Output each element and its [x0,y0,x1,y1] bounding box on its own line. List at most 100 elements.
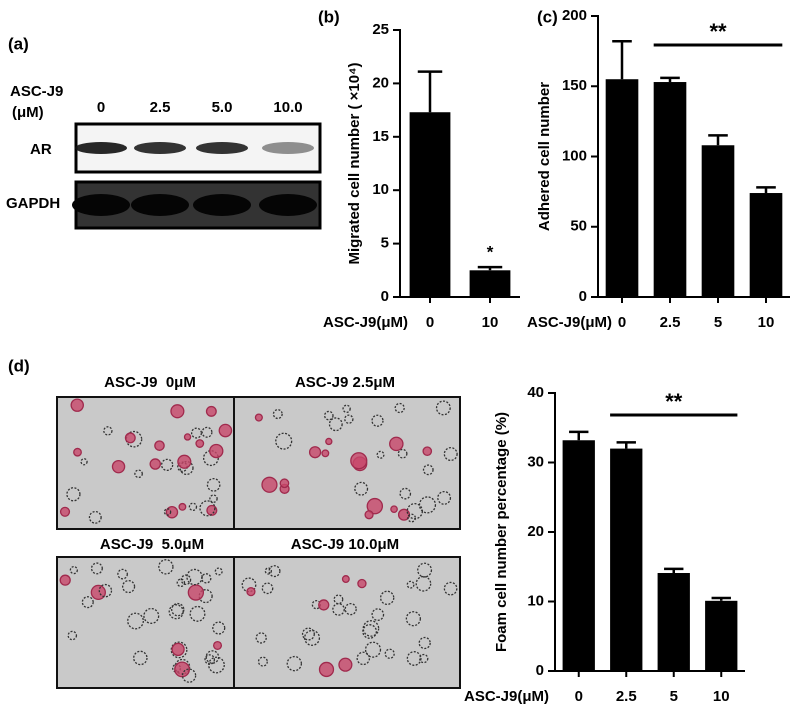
cell [435,400,451,416]
cell [286,655,303,672]
cell [422,446,433,457]
cell [357,578,367,589]
error-bar [711,596,731,601]
cell [364,510,374,520]
cell [88,510,102,524]
cell [202,450,219,467]
blot-dose-label: 0 [97,99,105,116]
significance: ** [665,389,683,414]
cell [254,413,263,422]
y-tick-label: 30 [527,453,544,470]
cell [371,608,385,621]
cell [206,477,221,492]
cell [344,602,357,616]
bar [409,112,451,298]
cell [80,458,88,466]
panel-label: (d) [8,356,30,375]
x-axis-label: ASC-J9(μM) [323,314,408,331]
cell [218,423,233,438]
x-tick-label: 10 [482,314,499,331]
cell [103,426,113,436]
cell [180,574,192,586]
cell [390,505,398,514]
x-tick-label: 0 [426,314,434,331]
gapdh-band [259,194,317,216]
chart-title: (c) [537,7,558,26]
blot-dose-label: 5.0 [212,99,233,116]
ar-band [75,142,127,154]
cell [127,612,144,630]
x-axis-label: ASC-J9(μM) [464,688,549,705]
y-tick-label: 0 [381,288,389,305]
cell [176,578,186,588]
x-tick-label: 10 [713,688,730,705]
cell [406,580,415,589]
bar [562,440,595,671]
y-tick-label: 40 [527,384,544,401]
cell [332,603,345,616]
bar [705,600,738,671]
cell [275,432,293,450]
cell [171,602,185,617]
cell [338,657,353,672]
blot-row-label: AR [30,141,52,158]
micrograph-label: ASC-J9 5.0μM [100,536,204,553]
cell [214,567,223,576]
cell [362,620,380,637]
cell [199,500,216,517]
cell [134,469,143,479]
x-tick-label: 2.5 [616,688,637,705]
micrographs [56,396,461,689]
cell [201,573,212,584]
cell [149,458,162,470]
cell [69,565,78,575]
bar [749,193,783,297]
y-tick-label: 200 [562,7,587,24]
cell [209,494,218,503]
cell [354,481,369,496]
y-tick-label: 25 [372,21,389,38]
error-bar [417,70,443,113]
western-blot [72,122,322,230]
cell [308,446,322,459]
bar [605,79,639,297]
y-tick-label: 150 [562,77,587,94]
cell [111,459,126,474]
micrograph-label: ASC-J9 10.0μM [291,536,399,553]
cell [333,594,344,605]
cell [124,432,136,444]
cell [341,575,350,584]
cell [366,497,384,515]
cell [389,436,404,452]
cell [188,502,198,512]
cell [261,476,278,493]
x-tick-label: 0 [575,688,583,705]
cell [125,430,143,448]
cell [422,464,434,476]
cell [399,487,412,500]
cell [264,567,272,575]
cell [143,607,160,624]
cell [437,490,452,505]
cell [405,611,421,627]
error-bar [569,430,589,441]
error-bar [708,134,728,146]
x-tick-label: 5 [670,688,678,705]
blot-dose-label: 10.0 [273,99,302,116]
ar-band [134,142,186,154]
y-axis-label: Adhered cell number [536,82,553,231]
cell [362,624,378,639]
cell [90,562,103,575]
cell [364,641,382,658]
error-bar [660,76,680,83]
cell [183,433,192,441]
gapdh-band [131,194,189,216]
cell [187,584,205,601]
cell [67,630,78,641]
cell [81,596,94,609]
cell [350,452,368,470]
ar-band [196,142,248,154]
cell [209,443,224,459]
error-bar [664,567,684,574]
